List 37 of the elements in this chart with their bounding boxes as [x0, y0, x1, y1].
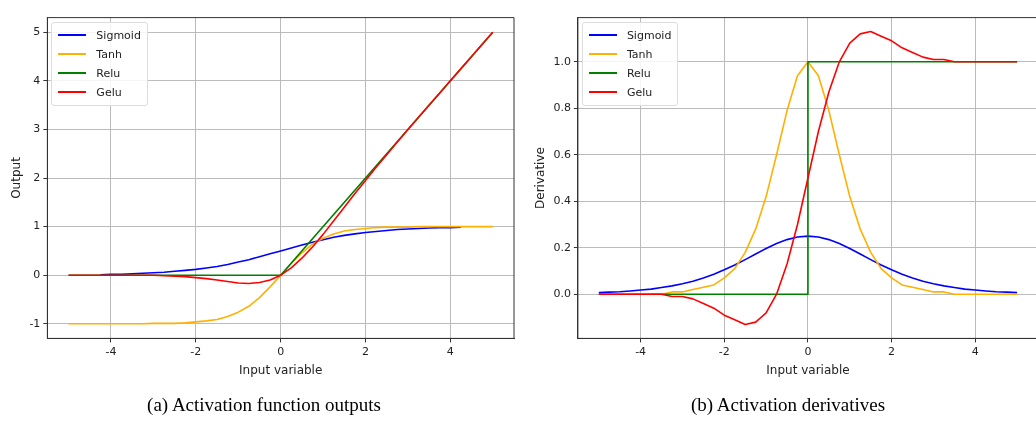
x-tick-label: -2: [190, 344, 202, 358]
x-tick-label: -4: [105, 344, 117, 358]
y-tick-label: 0.0: [553, 287, 571, 301]
legend-label: Tanh: [626, 47, 653, 61]
legend-label: Sigmoid: [626, 28, 672, 42]
y-tick-label: 0.2: [553, 240, 571, 254]
y-tick-label: 2: [33, 170, 41, 184]
x-tick-label: 0: [804, 344, 812, 358]
legend-label: Gelu: [96, 85, 122, 99]
y-tick-label: 0.8: [553, 101, 571, 115]
text: (b) Activation derivatives: [689, 394, 887, 416]
x-axis-title: Input variable: [239, 362, 323, 377]
legend-label: Sigmoid: [96, 28, 141, 42]
y-axis-title: Derivative: [533, 147, 548, 209]
text: (a) Activation function outputs: [146, 394, 382, 416]
x-tick-label: 4: [446, 344, 454, 358]
y-axis-title: Output: [9, 156, 24, 199]
x-tick-label: -2: [718, 344, 730, 358]
y-tick-label: 1.0: [553, 54, 571, 68]
y-tick-label: 0.6: [553, 147, 571, 161]
y-tick-label: 1: [33, 219, 41, 233]
x-tick-label: 4: [971, 344, 979, 358]
y-tick-label: 4: [33, 73, 41, 87]
x-axis-title: Input variable: [766, 362, 850, 377]
y-tick-label: -1: [29, 316, 41, 330]
x-tick-label: 0: [277, 344, 285, 358]
legend-label: Tanh: [96, 47, 122, 61]
y-tick-label: 3: [33, 122, 41, 136]
x-tick-label: 2: [888, 344, 896, 358]
y-tick-label: 0.4: [553, 194, 571, 208]
legend-label: Gelu: [626, 85, 653, 99]
y-tick-label: 0: [33, 268, 41, 282]
x-tick-label: -4: [635, 344, 647, 358]
legend-label: Relu: [626, 66, 651, 80]
legend-label: Relu: [96, 66, 121, 80]
x-tick-label: 2: [362, 344, 370, 358]
y-tick-label: 5: [33, 25, 41, 39]
